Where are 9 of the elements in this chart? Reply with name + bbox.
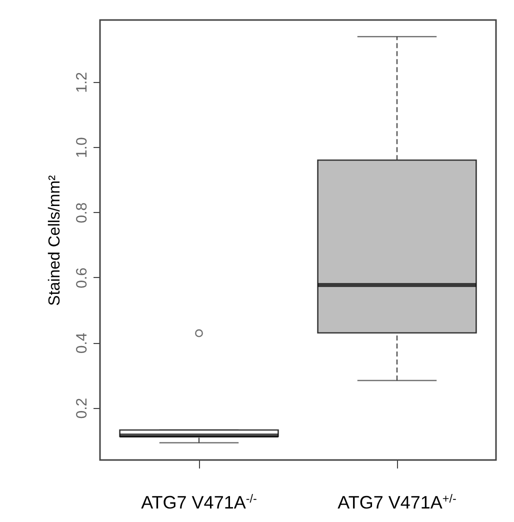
- x-tick-label: ATG7 V471A$^{+/-}$: [338, 492, 456, 512]
- y-tick-label: 0.6: [74, 268, 90, 288]
- x-tick-label: ATG7 V471A$^{-/-}$: [141, 492, 257, 512]
- y-tick-label: 0.8: [74, 202, 90, 224]
- y-tick-label: 0.2: [74, 398, 90, 419]
- y-tick-label: 0.4: [74, 332, 90, 354]
- y-tick-label: 1.0: [74, 137, 90, 158]
- y-tick-label: 1.2: [74, 72, 90, 93]
- y-axis-title: Stained Cells/mm²: [46, 174, 64, 306]
